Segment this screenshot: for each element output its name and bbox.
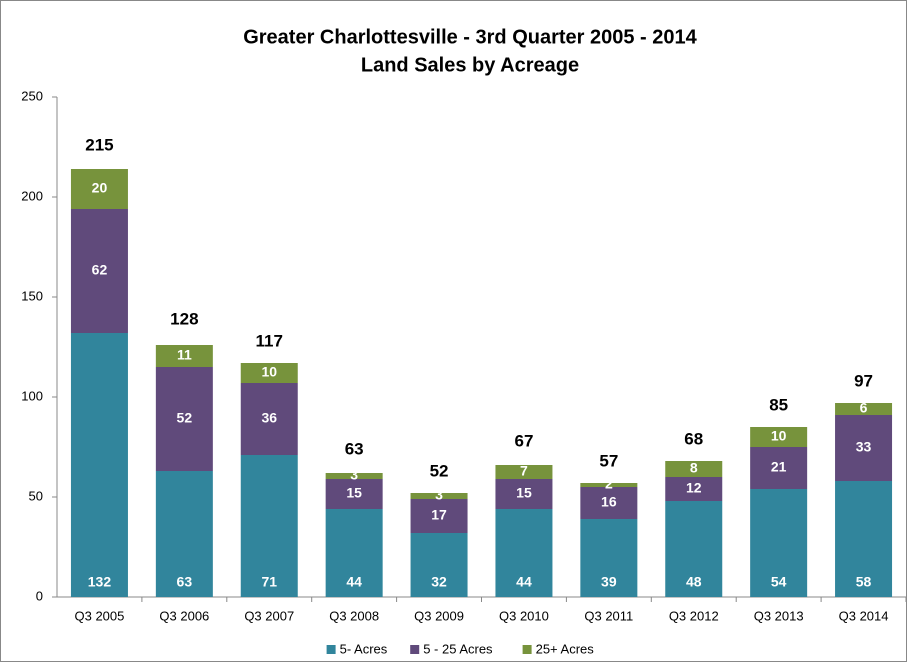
x-tick-label: Q3 2007 <box>244 608 294 623</box>
bar-segment <box>155 367 213 471</box>
bar-value-label: 16 <box>601 494 617 510</box>
x-tick-label: Q3 2013 <box>754 608 804 623</box>
bar-value-label: 32 <box>431 574 447 590</box>
bar-segment <box>325 509 383 597</box>
bar-value-label: 44 <box>346 574 362 590</box>
total-label: 67 <box>514 431 533 450</box>
x-tick-label: Q3 2010 <box>499 608 549 623</box>
bar-value-label: 12 <box>686 480 702 496</box>
bar-value-label: 132 <box>88 574 112 590</box>
bar-segment <box>750 427 808 447</box>
bar-value-label: 20 <box>92 180 108 196</box>
bar-value-label: 6 <box>860 400 868 416</box>
bar-segment <box>580 483 638 487</box>
bar-value-label: 3 <box>435 487 443 503</box>
bar-segment <box>155 345 213 367</box>
legend-label: 5 - 25 Acres <box>423 641 493 656</box>
bar-value-label: 36 <box>261 410 277 426</box>
total-label: 85 <box>769 395 788 414</box>
bar-value-label: 63 <box>177 574 193 590</box>
bar-value-label: 62 <box>92 262 108 278</box>
legend-swatch <box>326 645 336 654</box>
bar-segment <box>325 479 383 509</box>
bar-value-label: 71 <box>261 574 277 590</box>
legend-label: 5- Acres <box>340 641 388 656</box>
bar-segment <box>665 501 723 597</box>
bar-segment <box>240 383 298 455</box>
bar-value-label: 44 <box>516 574 532 590</box>
x-tick-label: Q3 2005 <box>75 608 125 623</box>
bar-segment <box>240 363 298 383</box>
bar-segment <box>70 209 128 333</box>
bar-segment <box>410 493 468 499</box>
y-tick-label: 250 <box>21 88 43 103</box>
bar-value-label: 10 <box>261 364 277 380</box>
x-tick-label: Q3 2008 <box>329 608 379 623</box>
chart-title: Greater Charlottesville - 3rd Quarter 20… <box>243 26 697 48</box>
y-tick-label: 150 <box>21 288 43 303</box>
bar-value-label: 2 <box>605 476 613 492</box>
total-label: 128 <box>170 309 198 328</box>
bar-segment <box>580 487 638 519</box>
bar-segment <box>70 333 128 597</box>
bar-segment <box>495 465 553 479</box>
total-label: 117 <box>256 331 283 350</box>
y-tick-label: 200 <box>21 188 43 203</box>
x-tick-label: Q3 2006 <box>159 608 209 623</box>
x-tick-label: Q3 2012 <box>669 608 719 623</box>
bar-segment <box>835 481 893 597</box>
total-label: 215 <box>85 135 113 154</box>
bar-value-label: 17 <box>431 507 447 523</box>
bar-segment <box>240 455 298 597</box>
bar-segment <box>410 499 468 533</box>
bar-segment <box>155 471 213 597</box>
bar-value-label: 52 <box>177 410 193 426</box>
x-tick-label: Q3 2009 <box>414 608 464 623</box>
bar-value-label: 21 <box>771 459 787 475</box>
bar-segment <box>835 403 893 415</box>
bar-segment <box>835 415 893 481</box>
bar-value-label: 8 <box>690 460 698 476</box>
bar-segment <box>495 479 553 509</box>
y-tick-label: 100 <box>21 388 43 403</box>
bar-segment <box>495 509 553 597</box>
bar-segment <box>70 169 128 209</box>
bar-segment <box>665 461 723 477</box>
bar-value-label: 10 <box>771 428 787 444</box>
x-tick-label: Q3 2011 <box>584 608 633 623</box>
bar-segment <box>750 489 808 597</box>
y-tick-label: 0 <box>36 588 43 603</box>
legend-swatch <box>522 645 532 654</box>
bar-value-label: 15 <box>516 485 532 501</box>
bar-value-label: 48 <box>686 574 702 590</box>
bar-segment <box>325 473 383 479</box>
bar-value-label: 58 <box>856 574 872 590</box>
total-label: 57 <box>599 451 618 470</box>
total-label: 97 <box>854 371 873 390</box>
total-label: 52 <box>430 461 449 480</box>
legend-label: 25+ Acres <box>536 641 595 656</box>
x-tick-label: Q3 2014 <box>839 608 889 623</box>
bar-segment <box>665 477 723 501</box>
bar-value-label: 15 <box>346 485 362 501</box>
bar-value-label: 39 <box>601 574 617 590</box>
bar-value-label: 33 <box>856 439 872 455</box>
bar-value-label: 54 <box>771 574 787 590</box>
bar-value-label: 7 <box>520 463 528 479</box>
bar-value-label: 11 <box>177 347 192 363</box>
bar-segment <box>410 533 468 597</box>
total-label: 68 <box>684 429 703 448</box>
total-label: 63 <box>345 439 364 458</box>
chart-subtitle: Land Sales by Acreage <box>361 54 579 76</box>
bar-value-label: 3 <box>350 467 358 483</box>
bar-segment <box>580 519 638 597</box>
bar-segment <box>750 447 808 489</box>
legend-swatch <box>410 645 420 654</box>
y-tick-label: 50 <box>29 488 43 503</box>
